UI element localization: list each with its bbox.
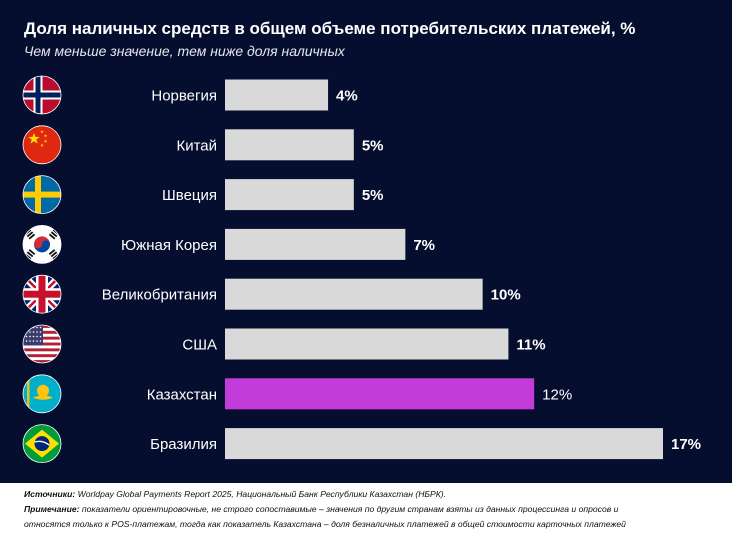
bar (225, 328, 509, 360)
bar (225, 278, 483, 310)
value-label: 17% (671, 436, 701, 453)
sweden-flag-icon (22, 175, 62, 215)
note-line-2: относятся только к POS-платежам, тогда к… (24, 519, 626, 529)
note-line-1: Примечание: показатели ориентировочные, … (24, 502, 618, 517)
usa-flag-icon (22, 324, 62, 364)
value-label: 5% (362, 137, 384, 154)
chart-subtitle: Чем меньше значение, тем ниже доля налич… (24, 43, 345, 59)
value-label: 7% (413, 237, 435, 254)
bar-highlight (225, 378, 535, 410)
value-label: 11% (516, 337, 545, 354)
uk-flag-icon (22, 274, 62, 314)
value-label: 4% (336, 88, 358, 105)
value-label: 12% (542, 386, 572, 403)
category-label: Казахстан (147, 386, 217, 403)
china-flag-icon (22, 125, 62, 165)
bar (225, 179, 354, 211)
sources-line: Источники: Worldpay Global Payments Repo… (24, 487, 446, 502)
category-label: Бразилия (150, 436, 217, 453)
category-label: Китай (176, 137, 217, 154)
south-korea-flag-icon (22, 224, 62, 264)
brazil-flag-icon (22, 424, 62, 464)
category-label: Норвегия (151, 88, 217, 105)
note-text-1: показатели ориентировочные, не строго со… (81, 504, 619, 514)
kazakhstan-flag-icon (22, 374, 62, 414)
bar (225, 129, 354, 161)
chart-panel: Доля наличных средств в общем объеме пот… (0, 0, 732, 483)
value-label: 5% (362, 187, 384, 204)
category-label: Великобритания (102, 287, 217, 304)
category-label: Южная Корея (121, 237, 217, 254)
chart-title: Доля наличных средств в общем объеме пот… (24, 19, 636, 38)
footer: Источники: Worldpay Global Payments Repo… (0, 483, 732, 541)
sources-text: Worldpay Global Payments Report 2025, На… (77, 489, 447, 499)
note-label: Примечание: (24, 504, 80, 514)
category-label: США (182, 337, 217, 354)
norway-flag-icon (22, 75, 62, 115)
category-label: Швеция (162, 187, 217, 204)
bar (225, 428, 663, 460)
value-label: 10% (491, 287, 521, 304)
sources-label: Источники: (24, 489, 76, 499)
bar (225, 228, 406, 260)
bar-chart: Норвегия 4% Китай 5% Швеция 5% Южная Корея 7% Ве… (22, 75, 701, 464)
bar (225, 79, 329, 111)
